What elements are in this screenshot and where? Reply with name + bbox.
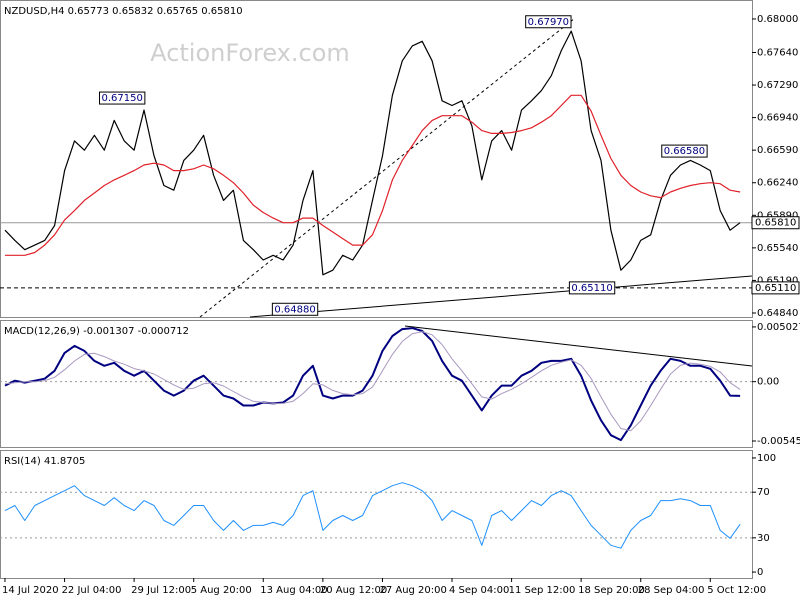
- trend-line: [249, 275, 753, 318]
- y-tick-label: 0.66240: [757, 178, 798, 189]
- y-tick-label: 0.66940: [757, 113, 798, 124]
- x-tick-label: 22 Jul 04:00: [62, 585, 122, 596]
- y-tick-label: 30: [757, 533, 770, 544]
- trend-line: [199, 17, 576, 318]
- x-tick-label: 11 Sep 12:00: [509, 585, 576, 596]
- annotation-label: 0.67150: [102, 93, 143, 104]
- y-tick-label: 0.005027: [757, 322, 800, 333]
- x-tick-label: 5 Aug 20:00: [191, 585, 252, 596]
- x-tick-label: 13 Aug 04:00: [260, 585, 327, 596]
- price-level-box: [751, 281, 800, 295]
- y-tick-label: 70: [757, 487, 770, 498]
- annotation-box: [568, 281, 616, 295]
- annotation-label: 0.64880: [274, 304, 315, 315]
- panel-title: RSI(14) 41.8705: [4, 456, 85, 467]
- x-tick-label: 5 Oct 12:00: [707, 585, 766, 596]
- annotation-box: [99, 91, 146, 105]
- panel-title: MACD(12,26,9) -0.001307 -0.000712: [4, 326, 189, 337]
- annotation-box: [661, 144, 708, 158]
- x-tick-label: 28 Sep 04:00: [638, 585, 705, 596]
- y-tick-label: 0.67290: [757, 80, 798, 91]
- x-tick-label: 4 Sep 04:00: [449, 585, 509, 596]
- trend-line: [404, 325, 753, 367]
- y-tick-label: 0.64840: [757, 308, 798, 319]
- y-tick-label: 0.65190: [757, 275, 798, 286]
- x-tick-label: 20 Aug 12:00: [320, 585, 387, 596]
- annotation-box: [525, 15, 572, 29]
- y-tick-label: 0: [757, 567, 763, 578]
- price-level-box: [751, 216, 800, 230]
- price-level-label: 0.65810: [755, 218, 796, 229]
- y-tick-label: 100: [757, 453, 776, 464]
- annotation-label: 0.65110: [571, 283, 612, 294]
- y-tick-label: 0.66590: [757, 145, 798, 156]
- series-line: [4, 327, 741, 442]
- x-tick-label: 14 Jul 2020: [2, 585, 59, 596]
- y-tick-label: 0.00: [757, 377, 779, 388]
- panel-title: NZDUSD,H4 0.65773 0.65832 0.65765 0.6581…: [4, 6, 243, 17]
- series-line: [5, 94, 741, 256]
- x-tick-label: 29 Jul 12:00: [131, 585, 191, 596]
- x-tick-label: 18 Sep 20:00: [578, 585, 645, 596]
- y-tick-label: 0.67640: [757, 47, 798, 58]
- y-tick-label: 0.65890: [757, 210, 798, 221]
- annotation-label: 0.66580: [664, 146, 705, 157]
- x-tick-label: 27 Aug 20:00: [379, 585, 446, 596]
- rsi-panel: [0, 450, 753, 579]
- macd-panel: [0, 320, 753, 448]
- price-panel: [0, 0, 753, 318]
- series-line: [4, 482, 741, 549]
- price-level-label: 0.65110: [755, 283, 796, 294]
- series-line: [4, 331, 741, 432]
- y-tick-label: 0.68000: [757, 14, 798, 25]
- y-tick-label: -0.00545: [757, 436, 800, 447]
- y-tick-label: 0.65540: [757, 243, 798, 254]
- annotation-label: 0.67970: [528, 17, 569, 28]
- series-line: [4, 30, 741, 276]
- annotation-box: [271, 302, 319, 316]
- watermark: ActionForex.com: [150, 39, 350, 67]
